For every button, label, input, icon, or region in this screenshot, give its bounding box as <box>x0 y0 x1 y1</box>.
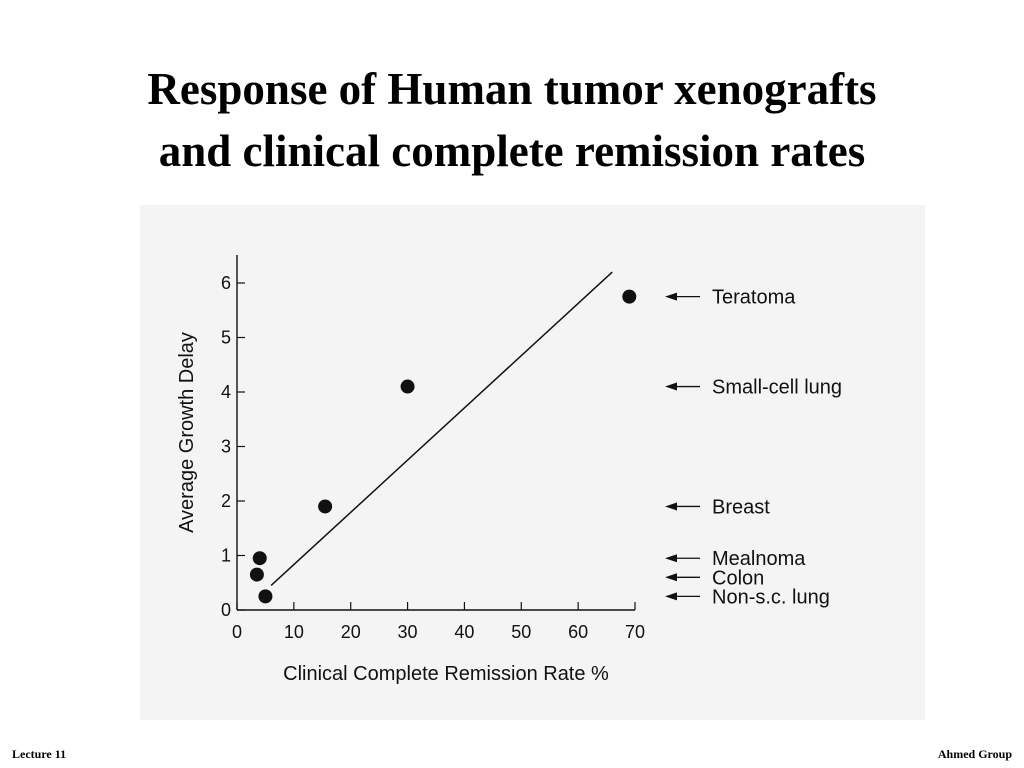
x-tick-label: 40 <box>454 622 474 642</box>
y-axis-label: Average Growth Delay <box>176 332 198 533</box>
annotation-arrow-head <box>665 573 677 582</box>
footer-lecture: Lecture 11 <box>12 747 67 761</box>
x-tick-label: 30 <box>398 622 418 642</box>
data-point <box>249 567 264 582</box>
annotation-label: Teratoma <box>712 287 796 309</box>
x-tick-label: 10 <box>284 622 304 642</box>
y-tick-label: 4 <box>221 382 231 402</box>
annotation-arrow-head <box>665 554 677 563</box>
data-point <box>252 551 267 566</box>
y-tick-label: 6 <box>221 273 231 293</box>
data-point <box>258 589 273 604</box>
annotation-label: Mealnoma <box>712 548 806 570</box>
slide-title: Response of Human tumor xenografts and c… <box>0 58 1024 182</box>
y-tick-label: 5 <box>221 328 231 348</box>
x-tick-label: 70 <box>625 622 645 642</box>
annotation-arrow-head <box>665 592 677 601</box>
y-tick-label: 1 <box>221 546 231 566</box>
y-tick-label: 0 <box>221 600 231 620</box>
slide-title-line-1: Response of Human tumor xenografts <box>147 64 877 114</box>
y-tick-label: 3 <box>221 437 231 457</box>
x-axis-label: Clinical Complete Remission Rate % <box>283 663 609 685</box>
x-tick-label: 20 <box>341 622 361 642</box>
annotation-label: Colon <box>712 567 764 589</box>
annotation-arrow-head <box>665 382 677 391</box>
annotation-label: Breast <box>712 496 770 518</box>
x-tick-label: 50 <box>511 622 531 642</box>
footer-author: Ahmed Group <box>937 747 1012 761</box>
trend-line <box>270 271 613 587</box>
data-point <box>622 289 637 304</box>
data-point <box>318 499 333 514</box>
x-tick-label: 0 <box>232 622 242 642</box>
annotation-label: Small-cell lung <box>712 377 842 399</box>
x-tick-label: 60 <box>568 622 588 642</box>
data-point <box>400 379 415 394</box>
slide-title-line-2: and clinical complete remission rates <box>158 126 866 176</box>
chart-figure: 0 1 2 3 4 5 6 0 10 20 30 40 50 60 70 Clinical Complete … <box>140 205 925 720</box>
y-tick-label: 2 <box>221 491 231 511</box>
annotation-arrow-head <box>665 292 677 301</box>
annotation-arrow-head <box>665 502 677 511</box>
annotation-label: Non-s.c. lung <box>712 586 830 608</box>
